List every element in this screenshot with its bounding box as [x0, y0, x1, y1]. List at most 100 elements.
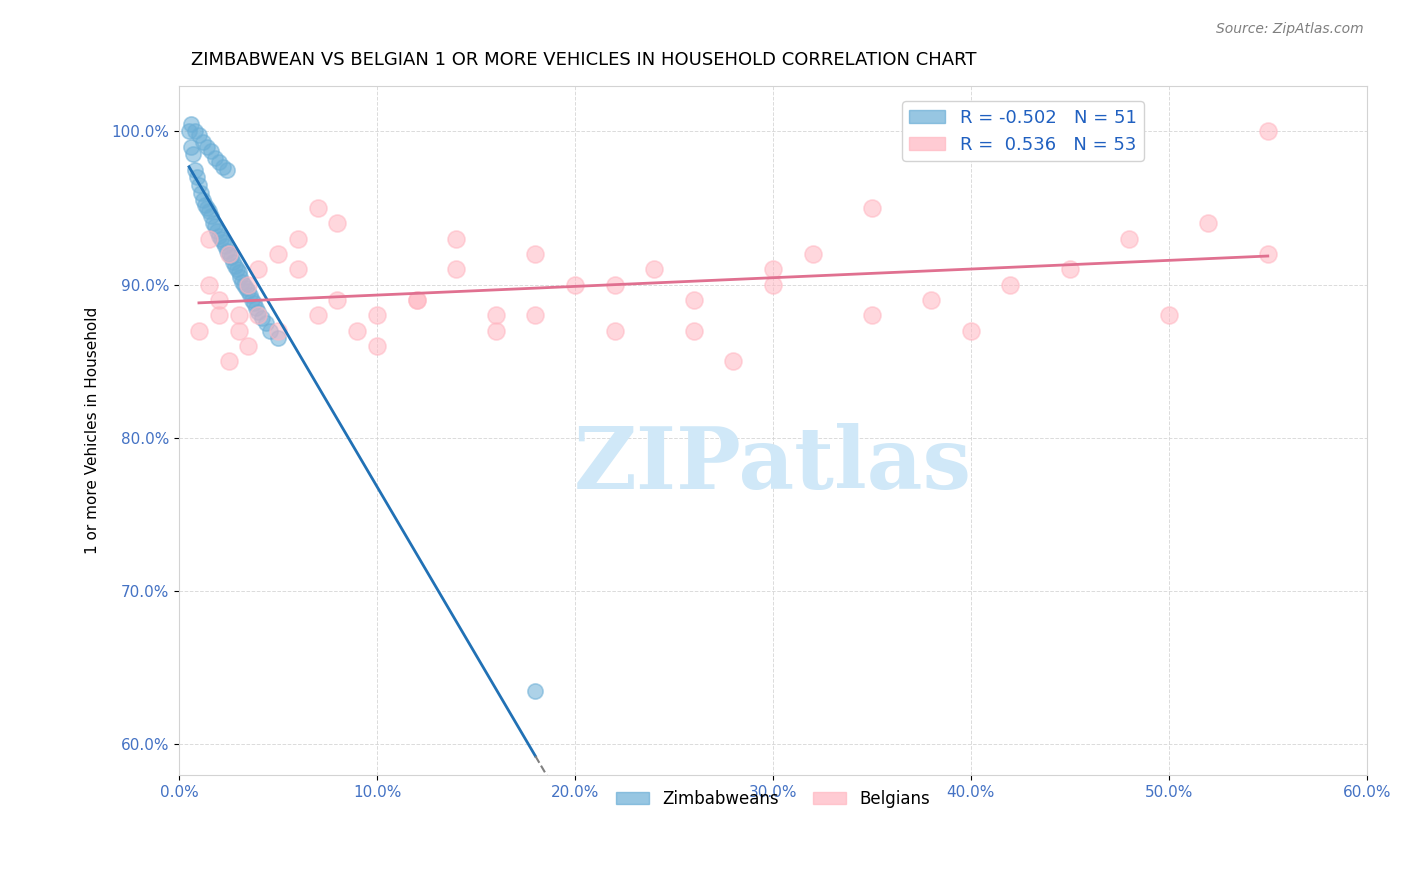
Point — [204, 219, 226, 234]
Point — [243, 296, 266, 310]
Point — [191, 135, 214, 149]
Point — [228, 308, 250, 322]
Point — [267, 324, 290, 338]
Point — [1000, 277, 1022, 292]
Point — [208, 293, 231, 307]
Point — [238, 277, 260, 292]
Point — [287, 232, 309, 246]
Point — [208, 155, 231, 169]
Point — [960, 324, 983, 338]
Point — [218, 247, 240, 261]
Point — [205, 224, 228, 238]
Point — [524, 308, 547, 322]
Point — [920, 293, 942, 307]
Text: ZIPatlas: ZIPatlas — [574, 423, 972, 507]
Point — [247, 308, 270, 322]
Point — [187, 324, 209, 338]
Point — [184, 124, 207, 138]
Point — [682, 293, 704, 307]
Point — [259, 324, 281, 338]
Text: Source: ZipAtlas.com: Source: ZipAtlas.com — [1216, 22, 1364, 37]
Point — [267, 331, 290, 345]
Point — [221, 254, 243, 268]
Point — [238, 339, 260, 353]
Point — [181, 147, 204, 161]
Point — [762, 277, 785, 292]
Point — [200, 209, 222, 223]
Point — [444, 262, 467, 277]
Point — [231, 275, 253, 289]
Point — [682, 324, 704, 338]
Point — [238, 284, 260, 298]
Point — [235, 281, 257, 295]
Point — [190, 186, 212, 200]
Point — [405, 293, 427, 307]
Point — [201, 216, 224, 230]
Point — [214, 239, 236, 253]
Point — [240, 293, 263, 307]
Point — [239, 288, 262, 302]
Point — [219, 250, 242, 264]
Point — [224, 260, 246, 274]
Point — [1257, 124, 1279, 138]
Point — [603, 324, 626, 338]
Point — [194, 198, 217, 212]
Point — [198, 277, 221, 292]
Point — [524, 683, 547, 698]
Point — [254, 316, 277, 330]
Point — [218, 354, 240, 368]
Point — [564, 277, 586, 292]
Point — [233, 277, 256, 292]
Point — [366, 339, 388, 353]
Point — [229, 270, 252, 285]
Point — [1157, 308, 1180, 322]
Point — [860, 201, 883, 215]
Point — [267, 247, 290, 261]
Point — [211, 235, 233, 249]
Point — [198, 204, 221, 219]
Point — [208, 308, 231, 322]
Point — [1059, 262, 1081, 277]
Point — [326, 293, 349, 307]
Point — [195, 201, 218, 215]
Point — [208, 228, 231, 243]
Y-axis label: 1 or more Vehicles in Household: 1 or more Vehicles in Household — [86, 307, 100, 554]
Point — [603, 277, 626, 292]
Point — [247, 262, 270, 277]
Point — [366, 308, 388, 322]
Point — [1118, 232, 1140, 246]
Point — [444, 232, 467, 246]
Point — [198, 232, 221, 246]
Point — [524, 247, 547, 261]
Point — [186, 170, 208, 185]
Point — [177, 124, 200, 138]
Point — [200, 145, 222, 159]
Point — [1197, 216, 1219, 230]
Point — [405, 293, 427, 307]
Point — [215, 244, 238, 258]
Point — [209, 232, 232, 246]
Point — [801, 247, 824, 261]
Point — [187, 128, 209, 142]
Point — [287, 262, 309, 277]
Point — [180, 140, 202, 154]
Point — [184, 162, 207, 177]
Point — [204, 151, 226, 165]
Text: ZIMBABWEAN VS BELGIAN 1 OR MORE VEHICLES IN HOUSEHOLD CORRELATION CHART: ZIMBABWEAN VS BELGIAN 1 OR MORE VEHICLES… — [191, 51, 977, 69]
Point — [187, 178, 209, 192]
Point — [247, 305, 270, 319]
Point — [723, 354, 745, 368]
Point — [762, 262, 785, 277]
Point — [307, 201, 329, 215]
Legend: Zimbabweans, Belgians: Zimbabweans, Belgians — [609, 783, 936, 814]
Point — [326, 216, 349, 230]
Point — [225, 262, 247, 277]
Point — [860, 308, 883, 322]
Point — [485, 324, 508, 338]
Point — [228, 265, 250, 279]
Point — [218, 247, 240, 261]
Point — [191, 194, 214, 208]
Point — [346, 324, 368, 338]
Point — [180, 117, 202, 131]
Point — [215, 162, 238, 177]
